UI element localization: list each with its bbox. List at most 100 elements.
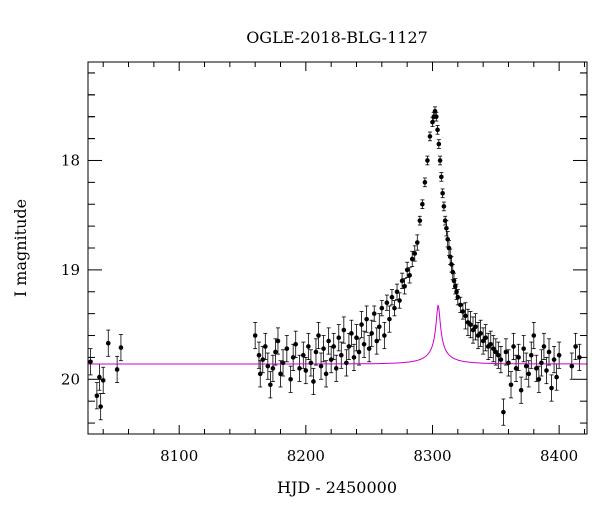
data-point — [273, 349, 278, 355]
y-axis-title: I magnitude — [11, 199, 30, 297]
data-point — [275, 338, 281, 344]
data-point — [439, 174, 444, 180]
data-point — [425, 158, 430, 163]
data-point — [359, 322, 364, 327]
plot-frame — [87, 61, 588, 435]
x-tick-label: 8300 — [413, 447, 451, 465]
data-point — [118, 345, 124, 350]
data-point — [493, 349, 499, 355]
data-point — [412, 251, 418, 256]
data-point — [409, 256, 415, 262]
y-tick-label: 18 — [61, 151, 80, 169]
data-point — [369, 331, 374, 336]
data-point — [433, 114, 439, 120]
data-point — [539, 360, 544, 366]
data-point — [573, 344, 578, 349]
data-point — [323, 371, 329, 377]
data-point — [554, 374, 559, 380]
data-point — [468, 322, 473, 327]
data-point — [382, 333, 387, 338]
data-point — [351, 355, 357, 360]
data-point — [546, 349, 552, 355]
data-point — [338, 352, 344, 358]
data-point — [268, 382, 273, 388]
data-point — [260, 357, 266, 362]
data-point — [549, 385, 554, 391]
data-point — [478, 331, 483, 336]
data-point — [551, 357, 557, 362]
data-point — [270, 366, 276, 371]
data-point — [508, 382, 514, 388]
data-point — [447, 254, 453, 260]
data-point — [311, 379, 316, 384]
data-point — [432, 108, 438, 114]
y-tick-label: 20 — [61, 370, 80, 388]
data-point — [496, 352, 501, 358]
chart-title: OGLE-2018-BLG-1127 — [246, 28, 428, 47]
data-point — [397, 298, 402, 303]
model-curve — [88, 304, 587, 365]
data-point — [356, 349, 362, 355]
data-point — [437, 158, 443, 163]
data-point — [490, 346, 496, 351]
data-point — [452, 283, 458, 289]
data-point — [446, 245, 452, 251]
data-point — [450, 269, 456, 275]
data-point — [455, 294, 461, 300]
y-tick-label: 19 — [61, 261, 80, 279]
data-point — [308, 360, 314, 366]
data-points — [88, 108, 582, 415]
data-point — [407, 273, 412, 278]
data-point — [88, 359, 93, 365]
x-tick-labels: 8100 8200 8300 8400 — [160, 447, 578, 465]
data-point — [445, 236, 450, 242]
data-point — [384, 300, 390, 306]
data-point — [501, 409, 506, 415]
data-point — [470, 327, 476, 333]
data-point — [444, 226, 449, 231]
data-point — [454, 289, 459, 295]
data-point — [528, 352, 534, 358]
error-bars — [88, 106, 582, 426]
axis-ticks — [88, 62, 587, 434]
data-point — [303, 368, 309, 373]
data-point — [288, 376, 293, 382]
data-point — [536, 376, 542, 382]
data-point — [506, 360, 511, 366]
data-point — [290, 355, 296, 360]
y-tick-labels: 18 19 20 — [61, 151, 80, 388]
data-point — [521, 346, 526, 351]
data-point — [556, 352, 562, 358]
data-point — [544, 368, 549, 373]
data-point — [414, 240, 420, 245]
data-point — [374, 338, 380, 344]
data-point — [313, 349, 319, 355]
data-point — [402, 283, 407, 289]
data-point — [364, 316, 369, 322]
data-point — [392, 305, 397, 311]
data-point — [430, 119, 435, 125]
data-point — [526, 371, 532, 377]
x-tick-label: 8400 — [540, 447, 578, 465]
x-tick-label: 8100 — [160, 447, 198, 465]
data-point — [105, 340, 111, 346]
data-point — [498, 357, 504, 362]
data-point — [301, 352, 306, 358]
data-point — [94, 393, 100, 399]
x-tick-label: 8200 — [287, 447, 325, 465]
data-point — [293, 341, 299, 347]
data-point — [436, 141, 442, 147]
data-point — [341, 327, 347, 333]
data-point — [114, 367, 120, 372]
data-point — [488, 341, 494, 347]
data-point — [541, 344, 547, 349]
data-point — [387, 316, 392, 322]
data-point — [503, 349, 509, 355]
x-axis-title: HJD - 2450000 — [277, 478, 397, 497]
data-point — [331, 344, 337, 349]
data-point — [379, 305, 385, 311]
data-point — [297, 366, 302, 371]
data-point — [100, 378, 106, 383]
data-point — [263, 344, 268, 349]
